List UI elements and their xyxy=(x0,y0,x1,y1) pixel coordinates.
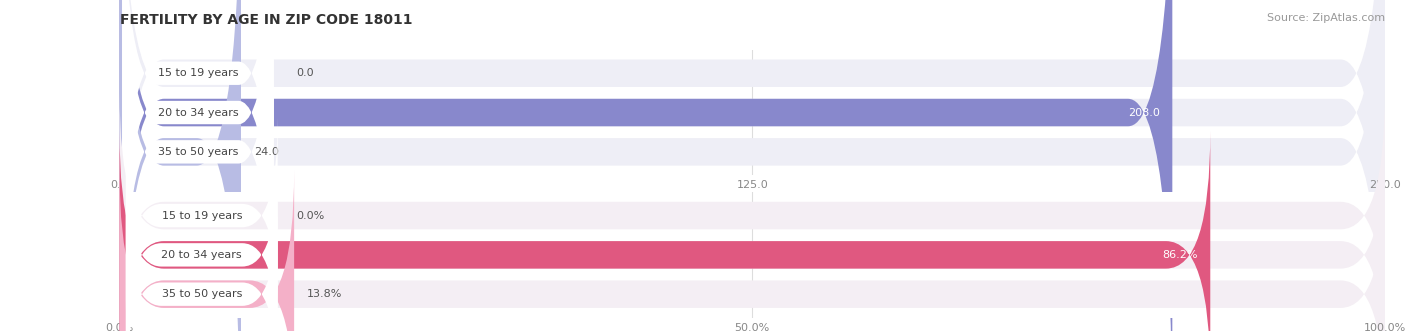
FancyBboxPatch shape xyxy=(120,170,1385,331)
Text: 86.2%: 86.2% xyxy=(1163,250,1198,260)
FancyBboxPatch shape xyxy=(120,0,1173,331)
FancyBboxPatch shape xyxy=(120,0,1385,331)
FancyBboxPatch shape xyxy=(120,0,240,331)
FancyBboxPatch shape xyxy=(127,157,278,331)
FancyBboxPatch shape xyxy=(120,92,1385,331)
FancyBboxPatch shape xyxy=(120,170,294,331)
Text: 35 to 50 years: 35 to 50 years xyxy=(162,289,242,299)
Text: 15 to 19 years: 15 to 19 years xyxy=(162,211,242,220)
FancyBboxPatch shape xyxy=(120,131,1211,331)
Text: 15 to 19 years: 15 to 19 years xyxy=(157,68,238,78)
Text: 24.0: 24.0 xyxy=(253,147,278,157)
Text: 35 to 50 years: 35 to 50 years xyxy=(157,147,238,157)
FancyBboxPatch shape xyxy=(120,0,1385,331)
Text: FERTILITY BY AGE IN ZIP CODE 18011: FERTILITY BY AGE IN ZIP CODE 18011 xyxy=(120,13,412,27)
FancyBboxPatch shape xyxy=(120,0,1385,331)
Text: 0.0: 0.0 xyxy=(297,68,315,78)
Text: 208.0: 208.0 xyxy=(1128,108,1160,118)
Text: 0.0%: 0.0% xyxy=(297,211,325,220)
FancyBboxPatch shape xyxy=(127,117,278,314)
FancyBboxPatch shape xyxy=(122,0,274,331)
Text: 13.8%: 13.8% xyxy=(307,289,342,299)
FancyBboxPatch shape xyxy=(120,131,1385,331)
Text: 20 to 34 years: 20 to 34 years xyxy=(157,108,238,118)
Text: 20 to 34 years: 20 to 34 years xyxy=(162,250,242,260)
FancyBboxPatch shape xyxy=(122,0,274,331)
FancyBboxPatch shape xyxy=(127,196,278,331)
Text: Source: ZipAtlas.com: Source: ZipAtlas.com xyxy=(1267,13,1385,23)
FancyBboxPatch shape xyxy=(122,0,274,331)
